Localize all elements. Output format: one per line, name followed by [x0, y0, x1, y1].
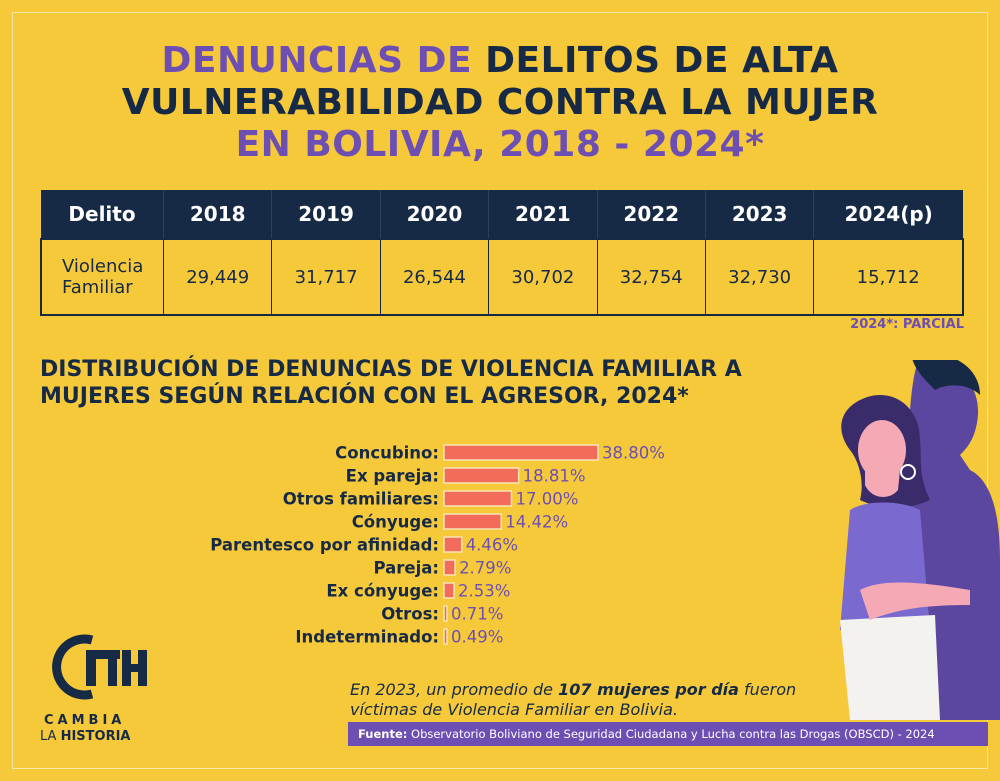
source-text: Observatorio Boliviano de Seguridad Ciud…: [407, 727, 935, 741]
title-line2: VULNERABILIDAD CONTRA LA MUJER: [121, 82, 879, 123]
table-header: 2018: [163, 190, 273, 239]
logo-text-line2: LA HISTORIA: [40, 729, 131, 744]
partial-note: 2024*: PARCIAL: [850, 317, 964, 332]
category-label: Ex cónyuge:: [326, 582, 439, 601]
data-table: Delito 2018 2019 2020 2021 2022 2023 202…: [40, 190, 964, 316]
subtitle-line1: DISTRIBUCIÓN DE DENUNCIAS DE VIOLENCIA F…: [40, 357, 742, 382]
data-label: 14.42%: [505, 513, 568, 532]
table-header: 2019: [271, 190, 381, 239]
couple-illustration-icon: [840, 360, 1000, 720]
stat-mid: fueron: [738, 680, 797, 699]
bar: [443, 536, 463, 553]
data-label: 4.46%: [466, 536, 518, 555]
table-cell: 15,712: [856, 266, 920, 288]
source-label: Fuente:: [358, 727, 408, 741]
bar: [443, 444, 599, 461]
page-title: DENUNCIAS DE DELITOS DE ALTA VULNERABILI…: [0, 40, 1000, 166]
category-label: Otros familiares:: [283, 490, 439, 509]
table-header: 2024(p): [813, 190, 963, 239]
row-label-line2: Familiar: [62, 277, 133, 298]
bar: [443, 559, 456, 576]
category-label: Cónyuge:: [352, 513, 439, 532]
data-label: 18.81%: [523, 467, 586, 486]
data-label: 38.80%: [602, 444, 665, 463]
subtitle-line2: MUJERES SEGÚN RELACIÓN CON EL AGRESOR, 2…: [40, 384, 689, 409]
category-label: Ex pareja:: [346, 467, 439, 486]
table-cell: 30,702: [488, 239, 598, 315]
table-header: 2023: [705, 190, 815, 239]
bar: [443, 582, 455, 599]
table-cell: 31,717: [271, 239, 381, 315]
table-cell: 32,754: [597, 239, 706, 315]
data-label: 2.79%: [459, 559, 511, 578]
table-header: 2022: [597, 190, 706, 239]
table-header: Delito: [41, 190, 164, 239]
category-label: Concubino:: [335, 444, 439, 463]
cambia-la-historia-logo-icon: [52, 634, 147, 700]
table-header-row: Delito 2018 2019 2020 2021 2022 2023 202…: [41, 190, 963, 239]
source-bar: Fuente: Observatorio Boliviano de Seguri…: [348, 722, 988, 746]
table-header: 2020: [380, 190, 490, 239]
logo-text-bold: HISTORIA: [60, 729, 131, 744]
data-label: 0.49%: [451, 628, 503, 647]
category-label: Parentesco por afinidad:: [210, 536, 439, 555]
bar: [443, 513, 502, 530]
title-line1-purple: DENUNCIAS DE: [161, 40, 473, 81]
logo-text-line1: CAMBIA: [44, 713, 126, 728]
stat-callout: En 2023, un promedio de 107 mujeres por …: [350, 680, 870, 720]
title-line1-dark: DELITOS DE ALTA: [472, 40, 839, 81]
table-row: Violencia Familiar 29,449 31,717 26,544 …: [41, 239, 963, 315]
data-label: 17.00%: [515, 490, 578, 509]
data-label: 0.71%: [451, 605, 503, 624]
stat-bold: 107 mujeres por día: [558, 680, 739, 699]
stat-pre: En 2023, un promedio de: [350, 680, 559, 699]
stat-line2: víctimas de Violencia Familiar en Bolivi…: [350, 700, 678, 719]
row-label: Violencia Familiar: [41, 239, 164, 315]
table-cell: 26,544: [380, 239, 490, 315]
table-cell: 32,730: [705, 239, 815, 315]
row-label-line1: Violencia: [62, 256, 144, 277]
category-label: Otros:: [381, 605, 439, 624]
bar: [443, 628, 448, 645]
table-header: 2021: [488, 190, 598, 239]
bar: [443, 490, 513, 507]
logo-text-pre: LA: [40, 729, 61, 744]
chart-subtitle: DISTRIBUCIÓN DE DENUNCIAS DE VIOLENCIA F…: [40, 356, 742, 410]
bar: [443, 605, 448, 622]
data-label: 2.53%: [458, 582, 510, 601]
title-line3: EN BOLIVIA, 2018 - 2024*: [235, 124, 765, 165]
category-label: Indeterminado:: [295, 628, 439, 647]
category-label: Pareja:: [373, 559, 439, 578]
table-cell: 29,449: [163, 239, 273, 315]
page-frame: [12, 12, 988, 769]
bar: [443, 467, 520, 484]
